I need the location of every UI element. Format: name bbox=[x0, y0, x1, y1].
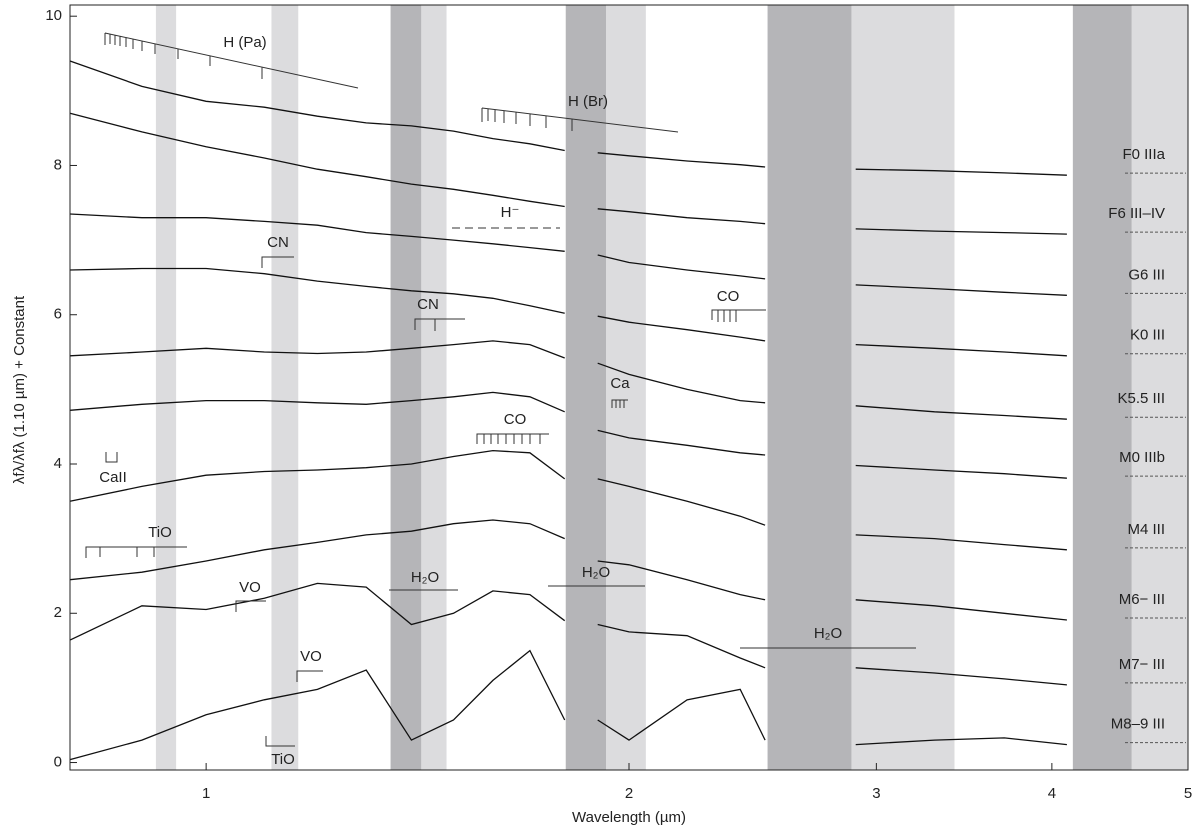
x-axis-title: Wavelength (µm) bbox=[572, 809, 686, 826]
spectrum-line bbox=[69, 267, 1067, 357]
y-tick-label: 4 bbox=[54, 455, 62, 472]
series-label: F6 III–IV bbox=[1108, 205, 1165, 222]
spectrum-line bbox=[69, 449, 1067, 551]
shaded-band bbox=[851, 5, 955, 770]
series-label: K5.5 III bbox=[1117, 390, 1165, 407]
feature-label: Ca bbox=[610, 375, 630, 392]
spectrum-line bbox=[69, 60, 1067, 176]
shaded-band bbox=[767, 5, 852, 770]
feature-label: CN bbox=[267, 234, 289, 251]
x-tick-label: 4 bbox=[1048, 785, 1056, 802]
feature-label: H⁻ bbox=[501, 204, 520, 221]
shaded-bands bbox=[155, 5, 1188, 770]
feature-brackets bbox=[85, 32, 916, 747]
y-tick-label: 6 bbox=[54, 306, 62, 323]
shaded-band bbox=[421, 5, 447, 770]
feature-label: CN bbox=[417, 296, 439, 313]
spectrum-line bbox=[69, 582, 1067, 686]
spectrum-line bbox=[69, 391, 1067, 479]
series-label: M7− III bbox=[1119, 656, 1165, 673]
series-label: G6 III bbox=[1128, 266, 1165, 283]
spectrum-line bbox=[69, 340, 1067, 420]
x-tick-label: 3 bbox=[872, 785, 880, 802]
spectrum-line bbox=[69, 649, 1067, 761]
series-label: M8–9 III bbox=[1111, 716, 1165, 733]
feature-label: TiO bbox=[271, 751, 295, 768]
shaded-band bbox=[155, 5, 177, 770]
shaded-band bbox=[271, 5, 299, 770]
plot-frame bbox=[69, 4, 1189, 771]
shaded-band bbox=[1131, 5, 1188, 770]
series-label: M6− III bbox=[1119, 591, 1165, 608]
y-tick-label: 2 bbox=[54, 604, 62, 621]
spectrum-line bbox=[69, 112, 1067, 235]
feature-label: H₂O bbox=[411, 569, 439, 586]
x-tick-label: 1 bbox=[202, 785, 210, 802]
feature-label: CO bbox=[504, 411, 527, 428]
h-pa-bracket bbox=[104, 32, 359, 89]
feature-label: H₂O bbox=[582, 564, 610, 581]
feature-label: VO bbox=[239, 579, 261, 596]
x-tick-label: 5 bbox=[1184, 785, 1192, 802]
y-tick-label: 8 bbox=[54, 156, 62, 173]
series-label: M0 IIIb bbox=[1119, 449, 1165, 466]
shaded-band bbox=[605, 5, 646, 770]
feature-label: H (Pa) bbox=[223, 34, 266, 51]
series-label: M4 III bbox=[1127, 521, 1165, 538]
spectrum-line bbox=[69, 213, 1067, 296]
h-br-bracket bbox=[481, 107, 679, 133]
x-tick-label: 2 bbox=[625, 785, 633, 802]
series-label: F0 IIIa bbox=[1122, 146, 1165, 163]
labels: 1 2 3 4 5 0 2 4 6 8 10 F0 IIIa F6 III–IV G6 III K0 III… bbox=[45, 7, 1192, 802]
feature-label: TiO bbox=[148, 524, 172, 541]
feature-label: CaII bbox=[99, 469, 127, 486]
spectra bbox=[69, 60, 1067, 761]
y-axis-title: λfλ/λfλ (1.10 µm) + Constant bbox=[11, 295, 28, 484]
feature-lines bbox=[85, 256, 916, 747]
shaded-band bbox=[565, 5, 606, 770]
annotations: H (Pa) H (Br) H⁻ CN CN CO Ca CO CaII TiO VO H₂O H₂O H… bbox=[99, 34, 842, 768]
shaded-band bbox=[390, 5, 422, 770]
feature-label: VO bbox=[300, 648, 322, 665]
y-tick-label: 10 bbox=[45, 7, 62, 24]
y-tick-label: 0 bbox=[54, 754, 62, 771]
feature-label: H (Br) bbox=[568, 93, 608, 110]
series-label: K0 III bbox=[1130, 327, 1165, 344]
shaded-band bbox=[1072, 5, 1132, 770]
feature-label: CO bbox=[717, 288, 740, 305]
spectrum-line bbox=[69, 519, 1067, 621]
feature-label: H₂O bbox=[814, 625, 842, 642]
